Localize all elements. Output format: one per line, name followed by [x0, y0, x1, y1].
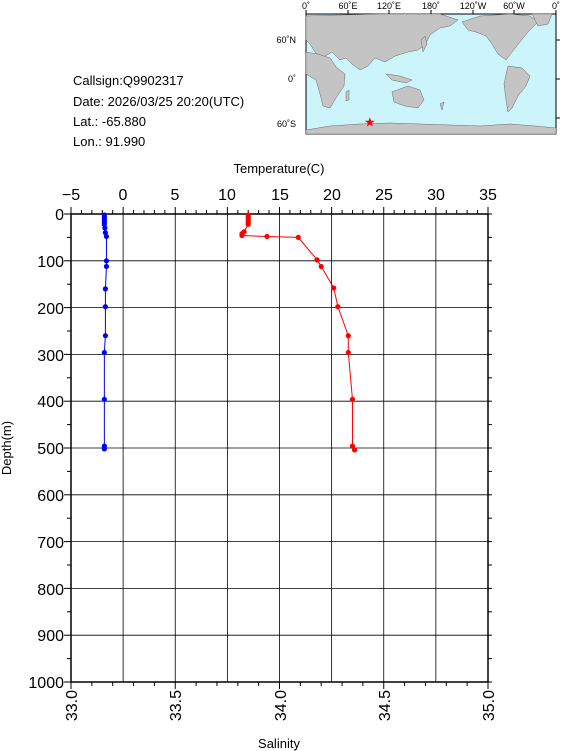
- depth-tick-500: 500: [37, 441, 64, 458]
- salinity-profile-line: [241, 214, 355, 451]
- salinity-data-point: [331, 285, 337, 291]
- map-lat-label-0: 60˚N: [276, 35, 296, 45]
- depth-tick-1000: 1000: [28, 675, 64, 692]
- map-lon-label-4: 120˚W: [460, 1, 487, 11]
- map-lon-label-3: 180˚: [422, 1, 440, 11]
- temperature-tick-label: 0: [119, 187, 128, 204]
- date-text: Date: 2026/03/25 20:20(UTC): [73, 94, 244, 109]
- profile-info: Callsign:Q9902317 Date: 2026/03/25 20:20…: [73, 73, 244, 149]
- landmass-indonesia: [385, 73, 413, 84]
- landmass-madagascar: [345, 89, 350, 102]
- temperature-tick-label: 20: [323, 187, 341, 204]
- landmass-greenland: [531, 13, 553, 27]
- temperature-data-point: [102, 304, 109, 310]
- map-lon-label-1: 60˚E: [338, 1, 357, 11]
- depth-tick-700: 700: [37, 535, 64, 552]
- depth-tick-400: 400: [37, 394, 64, 411]
- landmass-new-zealand: [439, 101, 445, 111]
- temperature-profile-line: [103, 214, 107, 449]
- map-lon-label-5: 60˚W: [503, 1, 525, 11]
- temperature-tick-label: 35: [479, 187, 497, 204]
- temperature-data-point: [101, 446, 107, 452]
- depth-tick-100: 100: [37, 254, 64, 271]
- salinity-tick-label: 33.0: [64, 690, 81, 721]
- temperature-data-point: [102, 286, 109, 292]
- salinity-data-point: [245, 221, 251, 227]
- profile-plot: 0 100 200 300 400 500 600 700 800 900 10…: [0, 161, 498, 751]
- series-layer: [101, 212, 358, 453]
- map-lon-label-0: 0˚: [302, 1, 310, 11]
- salinity-data-point: [335, 304, 341, 310]
- landmass-antarctica: [305, 122, 557, 135]
- map-lat-label-1: 0˚: [288, 74, 296, 84]
- salinity-data-point: [264, 233, 270, 240]
- landmass-north-america: [461, 13, 539, 61]
- depth-tick-labels: 0 100 200 300 400 500 600 700 800 900 10…: [28, 207, 64, 692]
- world-map: 0˚ 60˚E 120˚E 180˚ 120˚W 60˚W 0˚ 60˚N 0˚…: [276, 1, 560, 135]
- salinity-data-point: [345, 349, 351, 356]
- depth-tick-300: 300: [37, 348, 64, 365]
- depth-tick-200: 200: [37, 301, 64, 318]
- temperature-axis-label: Temperature(C): [233, 161, 324, 176]
- map-lon-label-6: 0˚: [552, 1, 560, 11]
- float-position-star-icon: ★: [364, 115, 376, 130]
- salinity-data-point: [345, 333, 351, 339]
- salinity-axis-label: Salinity: [258, 736, 300, 751]
- plot-grid: [71, 214, 488, 682]
- salinity-data-point: [351, 447, 358, 453]
- landmass-japan: [420, 35, 428, 53]
- salinity-data-point: [318, 263, 324, 270]
- temperature-tick-label: −5: [62, 187, 80, 204]
- temperature-tick-label: 10: [218, 187, 236, 204]
- temperature-data-point: [101, 349, 107, 356]
- map-land: [305, 13, 557, 135]
- depth-tick-800: 800: [37, 582, 64, 599]
- temperature-data-point: [103, 263, 110, 270]
- landmass-south-america: [503, 65, 531, 113]
- callsign-text: Callsign:Q9902317: [73, 73, 184, 88]
- temperature-data-point: [102, 225, 108, 231]
- salinity-data-point: [239, 232, 245, 239]
- depth-axis-label: Depth(m): [0, 421, 14, 475]
- depth-tick-900: 900: [37, 628, 64, 645]
- landmass-africa: [305, 51, 346, 109]
- landmass-australia: [391, 85, 425, 109]
- plot-frame: [70, 213, 489, 683]
- temperature-tick-label: 15: [271, 187, 289, 204]
- temperature-data-point: [103, 258, 110, 264]
- temperature-tick-label: 30: [427, 187, 445, 204]
- temperature-tick-label: 5: [171, 187, 180, 204]
- map-frame-ticks: [305, 10, 560, 119]
- map-lon-label-2: 120˚E: [377, 1, 401, 11]
- map-lat-label-2: 60˚S: [277, 119, 296, 129]
- temperature-tick-labels: −5 0 5 10 15 20 25 30 35: [62, 187, 497, 204]
- salinity-tick-label: 34.5: [377, 690, 394, 721]
- salinity-tick-labels: 33.0 33.5 34.0 34.5 35.0: [64, 690, 498, 721]
- temperature-data-point: [101, 396, 107, 402]
- map-latitude-labels: 60˚N 0˚ 60˚S: [276, 35, 296, 129]
- depth-tick-0: 0: [55, 207, 64, 224]
- longitude-text: Lon.: 91.990: [73, 134, 145, 149]
- temperature-data-point: [102, 333, 109, 339]
- temperature-tick-label: 25: [375, 187, 393, 204]
- latitude-text: Lat.: -65.880: [73, 114, 146, 129]
- depth-tick-600: 600: [37, 488, 64, 505]
- salinity-data-point: [295, 234, 301, 240]
- salinity-data-point: [314, 257, 320, 263]
- temperature-data-point: [103, 233, 110, 240]
- salinity-data-point: [349, 396, 356, 402]
- salinity-tick-label: 33.5: [168, 690, 185, 721]
- map-longitude-labels: 0˚ 60˚E 120˚E 180˚ 120˚W 60˚W 0˚: [302, 1, 560, 11]
- salinity-tick-label: 35.0: [481, 690, 498, 721]
- salinity-tick-label: 34.0: [273, 690, 290, 721]
